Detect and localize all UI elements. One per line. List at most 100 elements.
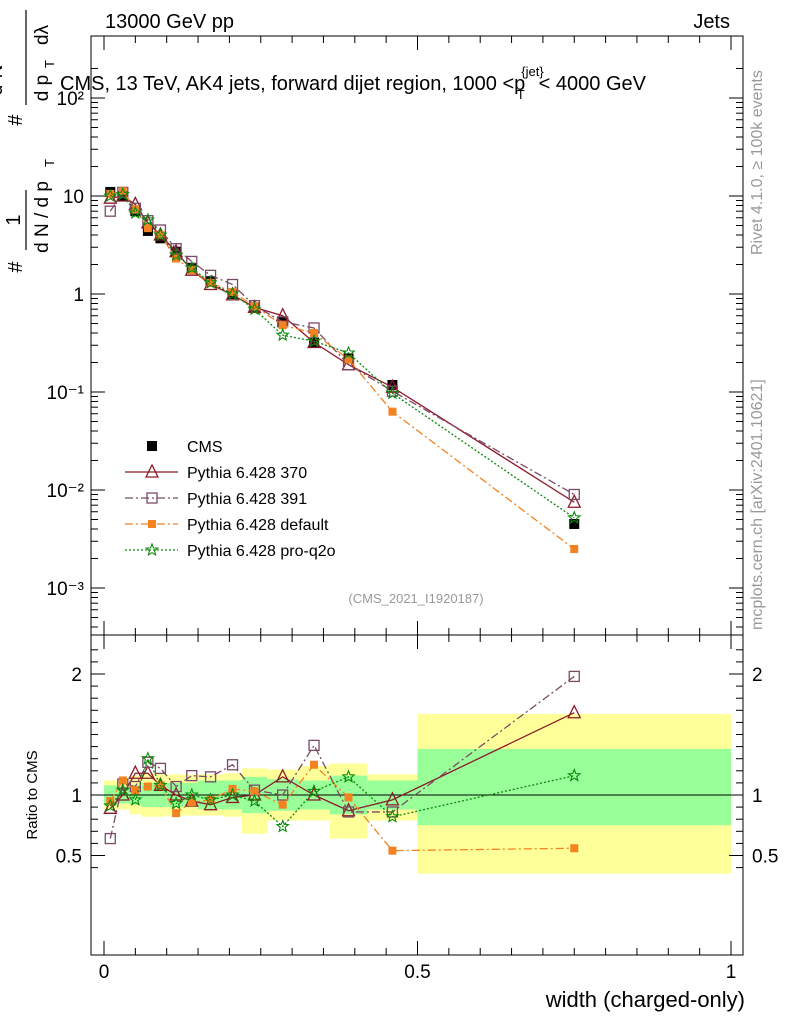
ratio-point <box>153 777 168 792</box>
legend-marker <box>146 492 158 504</box>
legend-entry: CMS <box>147 439 223 456</box>
main-ytick-label: 10⁻¹ <box>47 383 85 404</box>
chart-title: CMS, 13 TeV, AK4 jets, forward dijet reg… <box>60 64 647 102</box>
legend-entry: Pythia 6.428 370 <box>125 463 307 482</box>
ratio-point <box>275 768 290 783</box>
main-point <box>344 355 353 364</box>
main-point <box>341 345 356 360</box>
main-point <box>184 260 199 274</box>
main-point <box>569 518 580 529</box>
main-series-line <box>110 195 575 503</box>
ratio-point <box>104 832 116 845</box>
main-point <box>568 488 580 501</box>
mcplots-label: mcplots.cern.ch [arXiv:2401.10621] <box>749 379 766 630</box>
ratio-point <box>115 782 130 797</box>
ratio-point <box>187 798 196 807</box>
main-point <box>172 254 181 263</box>
main-point <box>310 328 319 337</box>
ratio-point <box>341 769 356 783</box>
ratio-series-line <box>109 756 575 828</box>
ratio-xtick-label: 0 <box>99 962 110 983</box>
ratio-ytick-label: 2 <box>71 665 82 686</box>
main-point <box>387 379 398 390</box>
ratio-ytick-label: 0.5 <box>56 847 82 868</box>
legend-label: Pythia 6.428 391 <box>187 491 307 508</box>
ratio-series-3 <box>103 751 582 833</box>
main-point <box>131 205 140 214</box>
main-point <box>385 385 400 400</box>
main-point <box>567 510 582 524</box>
main-point <box>570 545 579 554</box>
main-point <box>106 189 115 198</box>
main-point <box>306 333 322 348</box>
main-point <box>128 205 143 220</box>
main-ytick-label: 10² <box>57 89 84 110</box>
ratio-point <box>172 809 181 818</box>
legend-label: Pythia 6.428 default <box>187 517 329 534</box>
main-series-line <box>109 191 575 496</box>
ratio-point <box>250 787 259 796</box>
legend-entry: Pythia 6.428 pro-q2o <box>125 542 336 560</box>
ratio-point <box>184 787 199 802</box>
main-point <box>250 302 259 311</box>
ratio-point <box>142 756 154 768</box>
ratio-point <box>385 809 400 823</box>
header-energy-label: 13000 GeV pp <box>105 11 234 33</box>
ratio-point <box>170 780 182 793</box>
legend-marker <box>148 520 156 528</box>
main-y-axis-label: #1 d N / d p T # d²N d p Tdλ <box>0 10 57 273</box>
main-point <box>153 227 168 242</box>
ratio-point <box>118 776 127 785</box>
legend-marker <box>147 441 157 451</box>
main-point <box>103 188 118 203</box>
ylabel-num-den: d p <box>32 75 53 101</box>
ratio-xtick-label: 1 <box>726 962 737 983</box>
main-series-2 <box>104 186 580 501</box>
main-point <box>228 287 237 296</box>
ratio-point <box>306 783 322 798</box>
ylabel-num: d²N <box>0 65 7 96</box>
ratio-point <box>143 782 152 791</box>
header-jets-label: Jets <box>693 11 730 33</box>
main-point <box>275 327 290 342</box>
main-ytick-label: 10⁻² <box>47 481 85 502</box>
ylabel-hash2: # <box>5 114 27 126</box>
ratio-ytick-label-right: 0.5 <box>752 847 778 868</box>
main-point <box>118 187 127 196</box>
main-point <box>168 247 184 262</box>
main-point <box>203 275 218 289</box>
ratio-point <box>277 789 289 801</box>
ratio-point <box>154 762 167 775</box>
ratio-xtick-label: 0.5 <box>404 962 430 983</box>
main-point <box>567 493 582 508</box>
legend-marker <box>144 463 160 478</box>
ratio-point <box>140 751 156 765</box>
legend-marker <box>144 542 160 557</box>
ratio-point <box>570 844 579 853</box>
main-ytick-label: 1 <box>73 285 84 306</box>
ratio-point <box>226 759 239 771</box>
ratio-point <box>203 792 218 806</box>
ratio-ytick-label-right: 2 <box>752 665 763 686</box>
ratio-point <box>341 802 356 817</box>
ratio-point <box>275 818 290 833</box>
main-series-1 <box>103 187 582 508</box>
ratio-point <box>310 760 319 769</box>
ratio-point <box>278 800 287 809</box>
ylabel-den: d N / d p <box>32 181 53 253</box>
ratio-point <box>342 806 355 818</box>
x-axis-label: width (charged-only) <box>545 987 745 1012</box>
ratio-band-inner-14 <box>417 749 731 826</box>
rivet-version-label: Rivet 4.1.0, ≥ 100k events <box>749 70 766 255</box>
ratio-point <box>128 764 143 779</box>
legend-label: CMS <box>187 439 223 456</box>
main-point <box>225 286 240 301</box>
main-series-4 <box>103 186 582 524</box>
main-panel-series <box>103 186 582 554</box>
ratio-point <box>385 791 400 806</box>
ratio-point <box>344 793 353 802</box>
ratio-point <box>308 739 320 752</box>
ratio-point <box>247 793 262 808</box>
legend: CMS Pythia 6.428 370 Pythia 6.428 391 Pythi… <box>125 439 336 560</box>
title-prefix: CMS, 13 TeV, AK4 jets, forward dijet reg… <box>60 73 525 95</box>
